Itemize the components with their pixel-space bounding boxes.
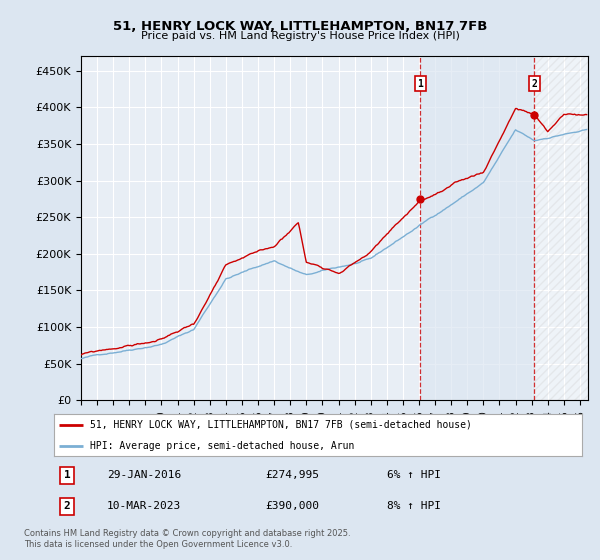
- Text: 8% ↑ HPI: 8% ↑ HPI: [386, 501, 440, 511]
- Text: 1: 1: [64, 470, 71, 480]
- Text: 51, HENRY LOCK WAY, LITTLEHAMPTON, BN17 7FB (semi-detached house): 51, HENRY LOCK WAY, LITTLEHAMPTON, BN17 …: [90, 420, 472, 430]
- Text: £274,995: £274,995: [265, 470, 319, 480]
- Text: 29-JAN-2016: 29-JAN-2016: [107, 470, 181, 480]
- Text: 51, HENRY LOCK WAY, LITTLEHAMPTON, BN17 7FB: 51, HENRY LOCK WAY, LITTLEHAMPTON, BN17 …: [113, 20, 487, 32]
- Text: 10-MAR-2023: 10-MAR-2023: [107, 501, 181, 511]
- Text: 6% ↑ HPI: 6% ↑ HPI: [386, 470, 440, 480]
- Text: Contains HM Land Registry data © Crown copyright and database right 2025.
This d: Contains HM Land Registry data © Crown c…: [24, 529, 350, 549]
- Text: £390,000: £390,000: [265, 501, 319, 511]
- Text: 1: 1: [418, 78, 423, 88]
- Bar: [420, 56, 535, 400]
- Text: 2: 2: [64, 501, 71, 511]
- Text: 2: 2: [532, 78, 538, 88]
- Text: Price paid vs. HM Land Registry's House Price Index (HPI): Price paid vs. HM Land Registry's House …: [140, 31, 460, 41]
- Bar: [535, 56, 588, 400]
- Text: HPI: Average price, semi-detached house, Arun: HPI: Average price, semi-detached house,…: [90, 441, 354, 451]
